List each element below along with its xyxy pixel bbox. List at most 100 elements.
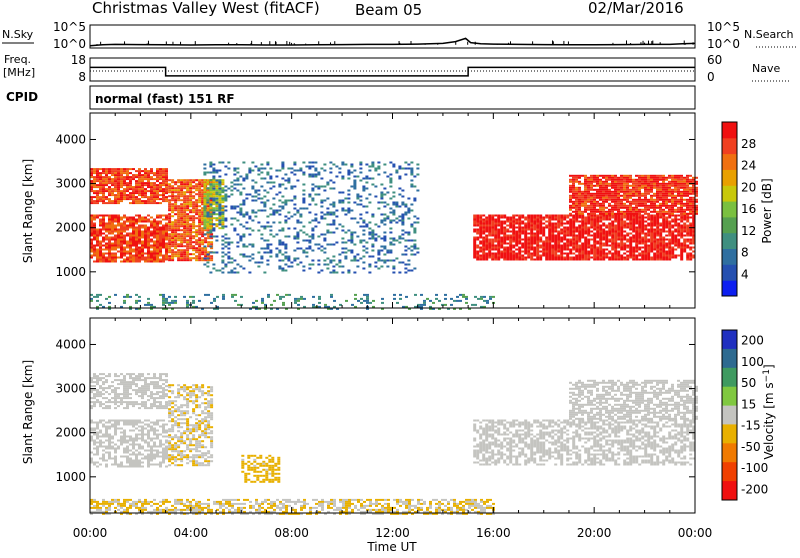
- range-gate-cell: [377, 252, 380, 254]
- range-gate-cell: [245, 174, 248, 176]
- range-gate-cell: [575, 229, 578, 231]
- range-gate-cell: [665, 183, 668, 185]
- range-gate-cell: [359, 218, 362, 220]
- range-gate-cell: [650, 247, 653, 249]
- range-gate-cell: [266, 240, 269, 242]
- range-gate-cell: [596, 209, 599, 211]
- range-gate-cell: [614, 235, 617, 237]
- range-gate-cell: [614, 257, 617, 259]
- range-gate-cell: [680, 233, 683, 235]
- range-gate-cell: [578, 255, 581, 257]
- range-gate-cell: [198, 209, 201, 211]
- range-gate-cell: [138, 257, 141, 259]
- range-gate-cell: [488, 215, 491, 217]
- range-gate-cell: [629, 221, 632, 223]
- range-gate-cell: [117, 233, 120, 235]
- range-gate-cell: [269, 256, 272, 258]
- range-gate-cell: [416, 248, 419, 250]
- range-gate-cell: [626, 181, 629, 183]
- range-gate-cell: [120, 233, 123, 235]
- range-gate-cell: [123, 227, 126, 229]
- range-gate-cell: [338, 262, 341, 264]
- range-gate-cell: [584, 193, 587, 195]
- range-gate-cell: [284, 200, 287, 202]
- range-gate-cell: [524, 251, 527, 253]
- range-gate-cell: [329, 204, 332, 206]
- range-gate-cell: [584, 211, 587, 213]
- range-gate-cell: [593, 207, 596, 209]
- range-gate-cell: [99, 233, 102, 235]
- range-gate-cell: [120, 219, 123, 221]
- range-gate-cell: [302, 194, 305, 196]
- range-gate-cell: [578, 257, 581, 259]
- range-gate-cell: [584, 233, 587, 235]
- range-gate-cell: [590, 205, 593, 207]
- range-gate-cell: [171, 211, 174, 213]
- range-gate-cell: [129, 259, 132, 261]
- range-gate-cell: [317, 194, 320, 196]
- range-gate-cell: [593, 213, 596, 215]
- range-gate-cell: [683, 235, 686, 237]
- range-gate-cell: [410, 168, 413, 170]
- range-gate-cell: [269, 226, 272, 228]
- range-gate-cell: [647, 251, 650, 253]
- range-gate-cell: [485, 239, 488, 241]
- range-gate-cell: [680, 229, 683, 231]
- range-gate-cell: [536, 219, 539, 221]
- range-gate-cell: [506, 251, 509, 253]
- range-gate-cell: [404, 240, 407, 242]
- range-gate-cell: [680, 205, 683, 207]
- range-gate-cell: [198, 193, 201, 195]
- range-gate-cell: [102, 237, 105, 239]
- range-gate-cell: [578, 251, 581, 253]
- range-gate-cell: [593, 193, 596, 195]
- range-gate-cell: [114, 259, 117, 261]
- range-gate-cell: [635, 207, 638, 209]
- range-gate-cell: [248, 218, 251, 220]
- range-gate-cell: [500, 221, 503, 223]
- range-gate-cell: [221, 260, 224, 262]
- range-gate-cell: [203, 189, 206, 191]
- range-gate-cell: [126, 296, 129, 298]
- range-gate-cell: [518, 235, 521, 237]
- range-gate-cell: [515, 219, 518, 221]
- range-gate-cell: [239, 236, 242, 238]
- range-gate-cell: [290, 216, 293, 218]
- range-gate-cell: [269, 208, 272, 210]
- range-gate-cell: [404, 174, 407, 176]
- range-gate-cell: [548, 245, 551, 247]
- range-gate-cell: [281, 268, 284, 270]
- range-gate-cell: [365, 206, 368, 208]
- range-gate-cell: [105, 172, 108, 174]
- range-gate-cell: [308, 162, 311, 164]
- range-gate-cell: [341, 200, 344, 202]
- range-gate-cell: [371, 166, 374, 168]
- range-gate-cell: [602, 189, 605, 191]
- range-gate-cell: [338, 260, 341, 262]
- range-gate-cell: [593, 219, 596, 221]
- range-gate-cell: [581, 205, 584, 207]
- range-gate-cell: [135, 259, 138, 261]
- range-gate-cell: [629, 225, 632, 227]
- range-gate-cell: [162, 229, 165, 231]
- range-gate-cell: [332, 244, 335, 246]
- range-gate-cell: [680, 183, 683, 185]
- range-gate-cell: [614, 199, 617, 201]
- range-gate-cell: [536, 225, 539, 227]
- range-gate-cell: [656, 197, 659, 199]
- range-gate-cell: [623, 193, 626, 195]
- range-gate-cell: [482, 245, 485, 247]
- range-gate-cell: [314, 226, 317, 228]
- range-gate-cell: [299, 208, 302, 210]
- range-gate-cell: [581, 227, 584, 229]
- range-gate-cell: [416, 164, 419, 166]
- range-gate-cell: [653, 257, 656, 259]
- range-gate-cell: [96, 296, 99, 298]
- range-gate-cell: [123, 249, 126, 251]
- range-gate-cell: [117, 194, 120, 196]
- range-gate-cell: [332, 232, 335, 234]
- range-gate-cell: [686, 207, 689, 209]
- range-gate-cell: [260, 226, 263, 228]
- range-gate-cell: [174, 233, 177, 235]
- range-gate-cell: [569, 197, 572, 199]
